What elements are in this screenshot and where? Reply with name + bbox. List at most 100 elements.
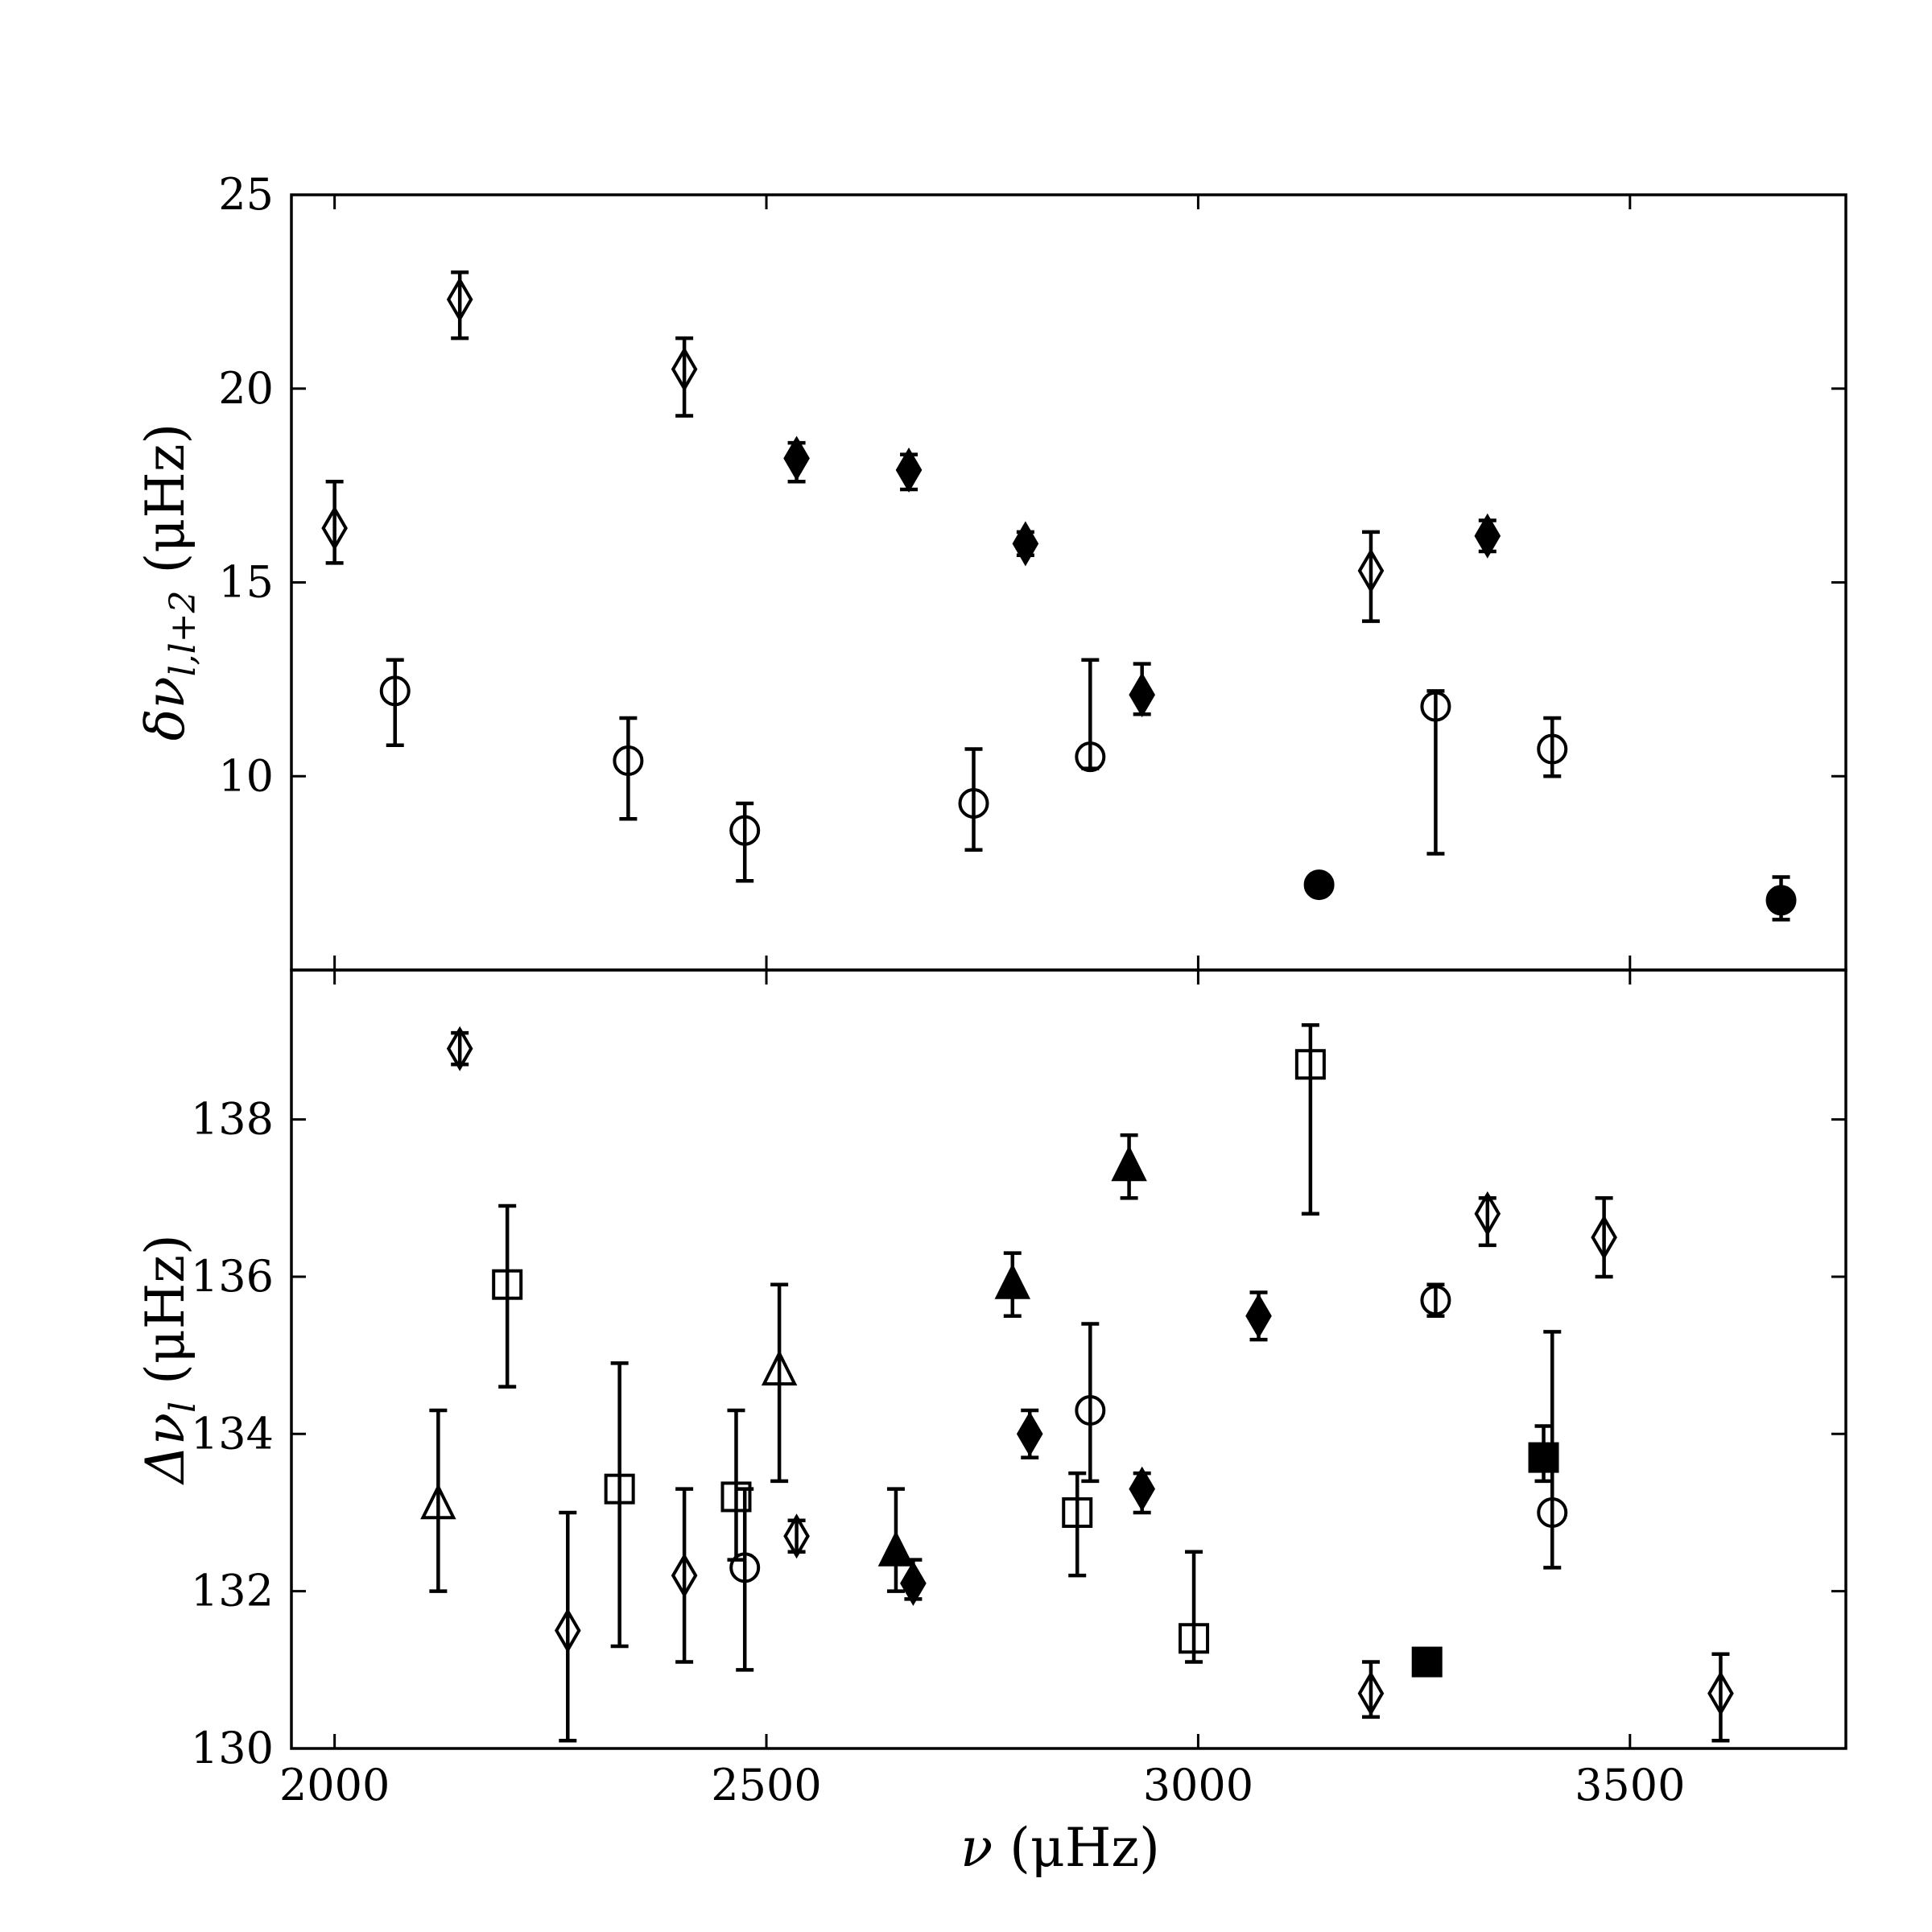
data-point-diamond	[1129, 662, 1156, 718]
x-tick-label: 3500	[1575, 1760, 1685, 1810]
marker-diamond	[554, 1608, 581, 1653]
marker-square	[492, 1269, 523, 1300]
y-tick-label: 132	[191, 1566, 274, 1616]
marker-diamond	[446, 277, 473, 322]
data-point-square	[604, 1361, 635, 1649]
marker-diamond	[1016, 1411, 1043, 1457]
marker-diamond	[783, 436, 810, 481]
marker-circle	[1420, 1285, 1451, 1316]
marker-square	[1179, 1623, 1210, 1654]
y-tick-label: 25	[218, 169, 274, 220]
data-point-diamond	[671, 336, 698, 418]
y-tick-label: 134	[191, 1408, 274, 1459]
data-point-triangle	[1111, 1133, 1147, 1200]
marker-square	[1062, 1496, 1093, 1528]
data-point-circle	[379, 658, 411, 747]
marker-circle	[1075, 1394, 1106, 1426]
x-axis-label: ν (μHz)	[960, 1817, 1160, 1879]
data-point-circle	[1420, 689, 1451, 856]
data-point-diamond	[1129, 1466, 1156, 1515]
data-point-circle	[1075, 1322, 1106, 1484]
marker-circle	[1303, 869, 1335, 901]
data-point-square	[1528, 1424, 1559, 1484]
marker-diamond	[1474, 1191, 1501, 1236]
marker-triangle	[877, 1530, 914, 1567]
data-point-square	[1294, 1023, 1326, 1216]
data-point-square	[1062, 1471, 1093, 1578]
marker-diamond	[671, 1553, 698, 1599]
y-tick-label: 20	[218, 363, 274, 414]
data-point-circle	[1075, 658, 1106, 773]
marker-triangle	[994, 1263, 1031, 1299]
data-point-triangle	[994, 1251, 1031, 1319]
data-point-diamond	[671, 1487, 698, 1664]
marker-square	[720, 1481, 752, 1513]
marker-diamond	[1357, 1670, 1385, 1716]
y-tick-label: 10	[218, 750, 274, 801]
marker-circle	[729, 815, 761, 846]
bottom-plot-frame	[290, 968, 1847, 1750]
data-point-circle	[729, 801, 761, 883]
marker-diamond	[1591, 1215, 1617, 1261]
data-point-diamond	[446, 270, 473, 341]
marker-diamond	[900, 1560, 927, 1606]
marker-diamond	[1245, 1293, 1272, 1339]
data-point-triangle	[761, 1282, 798, 1484]
data-point-circle	[958, 747, 989, 852]
x-tick-label: 2000	[279, 1760, 390, 1810]
y-tick-label: 15	[218, 557, 274, 608]
data-point-diamond	[1357, 1660, 1385, 1719]
bottom-panel: 130 132 134 136 138 2000 2500 3000 3500 Δνl (μHz)	[134, 968, 1847, 1810]
data-point-circle	[1420, 1282, 1451, 1319]
marker-circle	[379, 675, 411, 707]
top-y-axis-label: δνl,l+2 (μHz)	[134, 423, 204, 741]
top-panel: 10 15 20 25 δνl,l+2 (μHz)	[134, 169, 1847, 972]
top-plot-frame	[290, 193, 1847, 972]
data-point-diamond	[1707, 1652, 1734, 1743]
marker-circle	[1537, 1496, 1568, 1528]
y-tick-label: 136	[191, 1251, 274, 1302]
marker-diamond	[1707, 1670, 1734, 1716]
y-tick-label: 130	[191, 1723, 274, 1773]
marker-diamond	[321, 506, 348, 551]
marker-circle	[1765, 885, 1797, 916]
data-point-diamond	[1357, 530, 1385, 623]
marker-square	[604, 1473, 635, 1505]
data-point-square	[1411, 1646, 1443, 1678]
marker-circle	[729, 1552, 761, 1583]
y-tick-label: 138	[191, 1094, 274, 1145]
marker-triangle	[420, 1483, 456, 1520]
data-point-diamond	[783, 1513, 810, 1559]
marker-square	[1411, 1646, 1443, 1678]
marker-square	[1294, 1049, 1326, 1080]
marker-circle	[1420, 691, 1451, 722]
marker-diamond	[1012, 521, 1039, 567]
marker-triangle	[761, 1349, 798, 1386]
marker-diamond	[895, 447, 923, 493]
data-point-diamond	[1012, 521, 1039, 567]
marker-circle	[613, 745, 644, 776]
data-point-diamond	[1591, 1196, 1617, 1279]
data-point-circle	[1303, 869, 1335, 901]
data-point-diamond	[1474, 513, 1501, 559]
marker-diamond	[1357, 548, 1385, 594]
data-point-diamond	[321, 480, 348, 565]
marker-diamond	[671, 346, 698, 392]
data-point-circle	[1765, 875, 1797, 922]
data-point-diamond	[1016, 1408, 1043, 1459]
data-point-diamond	[1245, 1290, 1272, 1342]
data-point-diamond	[446, 1026, 473, 1071]
data-point-square	[720, 1408, 752, 1562]
data-point-circle	[1537, 716, 1568, 778]
data-point-square	[1179, 1550, 1210, 1664]
data-point-diamond	[1474, 1191, 1501, 1248]
data-point-diamond	[783, 436, 810, 484]
data-point-diamond	[895, 447, 923, 493]
bottom-y-axis-label: Δνl (μHz)	[134, 1234, 204, 1486]
marker-circle	[1537, 733, 1568, 765]
x-tick-label: 3000	[1143, 1760, 1253, 1810]
data-point-triangle	[420, 1408, 456, 1593]
marker-diamond	[1129, 672, 1156, 718]
marker-diamond	[783, 1513, 810, 1559]
